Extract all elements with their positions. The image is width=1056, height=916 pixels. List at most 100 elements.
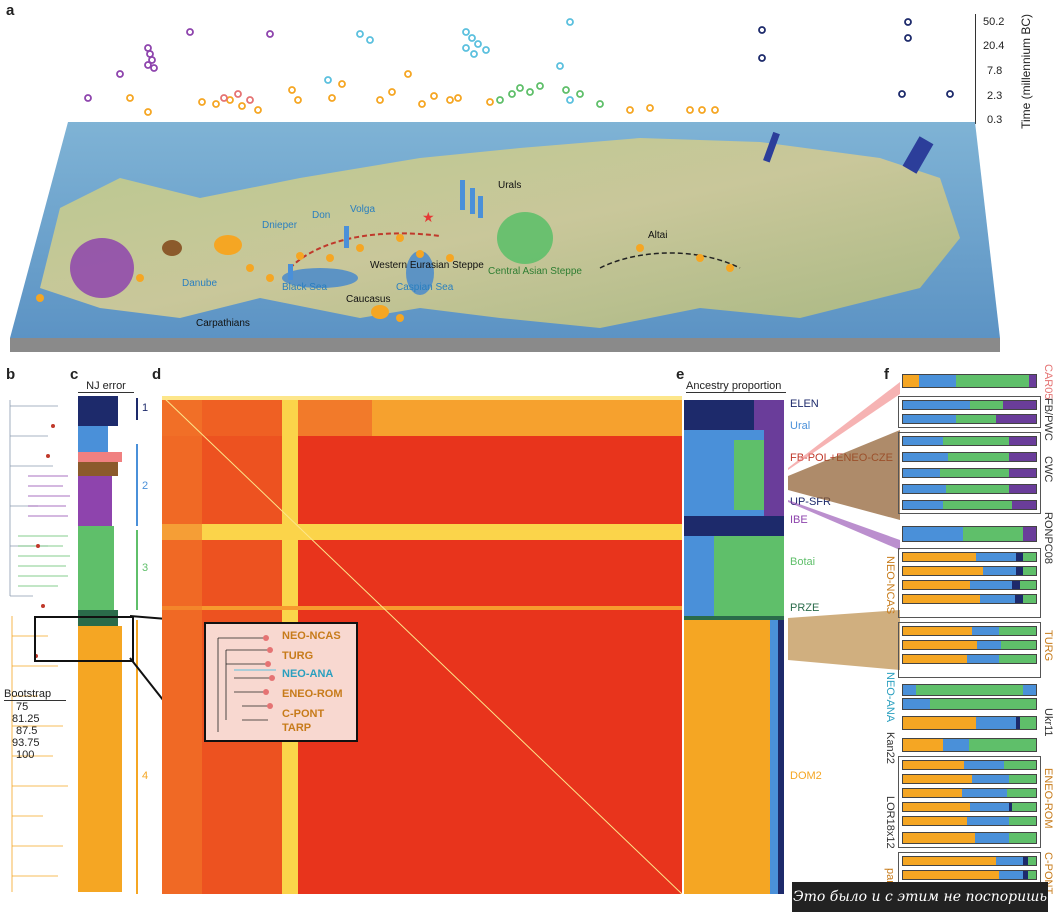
- label-caucasus: Caucasus: [346, 294, 390, 305]
- f-label-lor18x12: LOR18x12: [884, 796, 896, 849]
- panel-f-label: f: [884, 366, 889, 383]
- label-don: Don: [312, 210, 330, 221]
- f-bar-neo-ana-1: [902, 684, 1037, 696]
- f-group-turg: [898, 622, 1041, 678]
- map: Urals Dnieper Don Volga Altai Danube Bla…: [10, 122, 1000, 352]
- label-urals: Urals: [498, 180, 521, 191]
- label-black-sea: Black Sea: [282, 282, 327, 293]
- label-volga: Volga: [350, 204, 375, 215]
- cluster-bracket-3: [136, 530, 138, 610]
- f-label-pan: pan: [884, 868, 896, 887]
- time-tick-4: 2.3: [987, 90, 1003, 102]
- panel-e-label: e: [676, 366, 685, 383]
- cluster-bracket-1: [136, 398, 138, 420]
- panel-a-label: a: [6, 2, 15, 19]
- bootstrap-legend: Bootstrap 75 81.25 87.5 93.75 100: [4, 688, 66, 761]
- f-bar-cwc-3: [902, 468, 1037, 478]
- time-points-lightblue: [324, 18, 574, 104]
- phylogenetic-tree: [9, 400, 70, 892]
- f-bar-eneo-rom-5: [902, 816, 1037, 826]
- cluster-label-1: 1: [142, 402, 149, 414]
- f-bar-turg-3: [902, 654, 1037, 664]
- f-bar-c-pont-2: [902, 870, 1037, 880]
- f-bar-ukr11: [902, 716, 1037, 730]
- bootstrap-value: 93.75: [12, 737, 40, 749]
- f-bar-cwc-4: [902, 484, 1037, 494]
- time-axis-label: Time (millennium BC): [1019, 14, 1033, 129]
- time-tick-1: 50.2: [983, 16, 1005, 28]
- f-group-neo-ncas: [898, 548, 1041, 618]
- label-prze: PRZE: [790, 602, 820, 614]
- time-points-pink: [220, 90, 254, 104]
- f-label-eneo-rom: ENEO-ROM: [1042, 768, 1054, 829]
- bootstrap-title: Bootstrap: [4, 688, 66, 701]
- f-bar-neo-ana-2: [902, 698, 1037, 710]
- time-points-orange: [126, 70, 719, 116]
- label-caspian-sea: Caspian Sea: [396, 282, 454, 293]
- time-points-purple: [84, 28, 274, 102]
- inset-label-tarp: TARP: [282, 722, 312, 734]
- cluster-label-4: 4: [142, 770, 149, 782]
- f-label-neo-ana: NEO-ANA: [884, 672, 896, 723]
- label-danube: Danube: [182, 278, 217, 289]
- inset-label-neo-ana: NEO-ANA: [282, 668, 334, 680]
- panel-e-f-connectors: [788, 382, 900, 670]
- f-group-fbpwc: [898, 396, 1041, 428]
- panel-d-label: d: [152, 366, 162, 383]
- f-bar-neo-ncas-3: [902, 580, 1037, 590]
- f-bar-turg-1: [902, 626, 1037, 636]
- f-bar-kan22: [902, 738, 1037, 752]
- f-label-turg: TURG: [1042, 630, 1054, 662]
- inset-label-eneo-rom: ENEO-ROM: [282, 688, 343, 700]
- label-botai: Botai: [790, 556, 816, 568]
- label-ural: Ural: [790, 420, 811, 432]
- cluster-label-3: 3: [142, 562, 149, 574]
- f-label-ronpc08: RONPC08: [1042, 512, 1054, 564]
- f-bar-eneo-rom-3: [902, 788, 1037, 798]
- f-bar-eneo-rom-2: [902, 774, 1037, 784]
- f-bar-neo-ncas-4: [902, 594, 1037, 604]
- nj-error-title: NJ error: [86, 380, 126, 392]
- time-tick-5: 0.3: [987, 114, 1003, 126]
- inset-label-neo-ncas: NEO-NCAS: [282, 630, 341, 642]
- f-label-ukr11: Ukr11: [1042, 708, 1054, 737]
- watermark-caption: Это было и с этим не поспоришь: [792, 882, 1048, 912]
- label-ibe: IBE: [790, 514, 808, 526]
- f-bar-car05: [902, 374, 1037, 388]
- f-label-kan22: Kan22: [884, 732, 896, 764]
- f-bar-eneo-rom-4: [902, 802, 1037, 812]
- time-points-green: [496, 82, 604, 108]
- f-bar-neo-ncas-2: [902, 566, 1037, 576]
- f-bar-cwc-5: [902, 500, 1037, 510]
- f-bar-fbpwc-2: [902, 414, 1037, 424]
- f-label-fbpwc: FB/PWC: [1042, 398, 1054, 441]
- bootstrap-value: 75: [16, 701, 29, 713]
- label-altai: Altai: [648, 230, 667, 241]
- f-bar-eneo-rom-1: [902, 760, 1037, 770]
- time-tick-2: 20.4: [983, 40, 1005, 52]
- time-tick-3: 7.8: [987, 65, 1003, 77]
- time-axis: 50.2 20.4 7.8 2.3 0.3 Time (millennium B…: [975, 14, 1055, 129]
- inset-label-c-pont: C-PONT: [282, 708, 325, 720]
- cluster-bracket-2: [136, 444, 138, 526]
- f-label-cwc: CWC: [1042, 456, 1054, 483]
- star-marker: ★: [422, 209, 435, 225]
- inset-label-turg: TURG: [282, 650, 314, 662]
- inset-tree: NEO-NCAS TURG NEO-ANA ENEO-ROM C-PONT TA…: [204, 622, 358, 742]
- f-bar-ronpc08: [902, 526, 1037, 542]
- bootstrap-value: 81.25: [12, 713, 40, 725]
- bootstrap-value: 100: [16, 749, 35, 761]
- f-bar-c-pont-1: [902, 856, 1037, 866]
- f-group-cwc: [898, 432, 1041, 514]
- label-carpathians: Carpathians: [196, 318, 250, 329]
- time-scatter: [84, 18, 954, 116]
- label-elen: ELEN: [790, 398, 819, 410]
- f-bar-neo-ncas-1: [902, 552, 1037, 562]
- panel-b-label: b: [6, 366, 16, 383]
- f-bar-turg-2: [902, 640, 1037, 650]
- panel-c-label: c: [70, 366, 79, 383]
- f-group-eneo-rom: [898, 756, 1041, 848]
- time-points-navy: [758, 18, 954, 98]
- tree-zoom-box: [34, 616, 134, 662]
- label-dom2: DOM2: [790, 770, 822, 782]
